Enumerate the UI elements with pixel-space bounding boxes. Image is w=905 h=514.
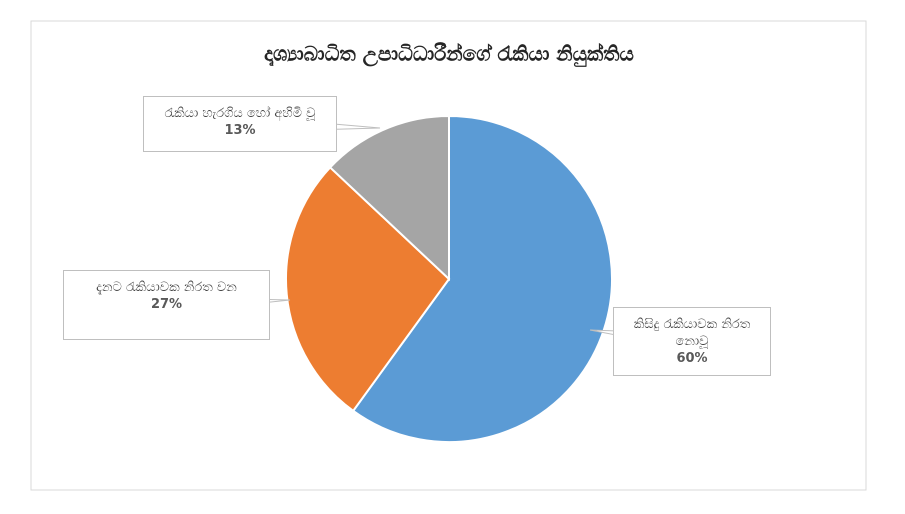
data-label: රැකියා හැරගිය හෝ අහිමි වූ 13% xyxy=(143,96,337,152)
data-label: කිසිදු රැකියාවක නිරත නොවූ 60% xyxy=(613,307,771,376)
pie-slice xyxy=(351,114,613,443)
pie-slice xyxy=(328,114,450,282)
pie-slice xyxy=(285,166,451,413)
data-label-name: කිසිදු රැකියාවක නිරත නොවූ xyxy=(633,317,751,349)
data-label-value: 27% xyxy=(150,297,183,312)
data-label-name: දැනට රැකියාවක නිරත වන xyxy=(96,280,237,295)
data-label-value: 13% xyxy=(224,123,256,138)
data-label: දැනට රැකියාවක නිරත වන 27% xyxy=(63,270,270,340)
data-label-value: 60% xyxy=(676,351,708,366)
chart-title: දෘශ්‍යාබාධිත උපාධිධාරීන්ගේ රැකියා නියුක්… xyxy=(264,41,634,68)
data-label-name: රැකියා හැරගිය හෝ අහිමි වූ xyxy=(164,106,316,121)
